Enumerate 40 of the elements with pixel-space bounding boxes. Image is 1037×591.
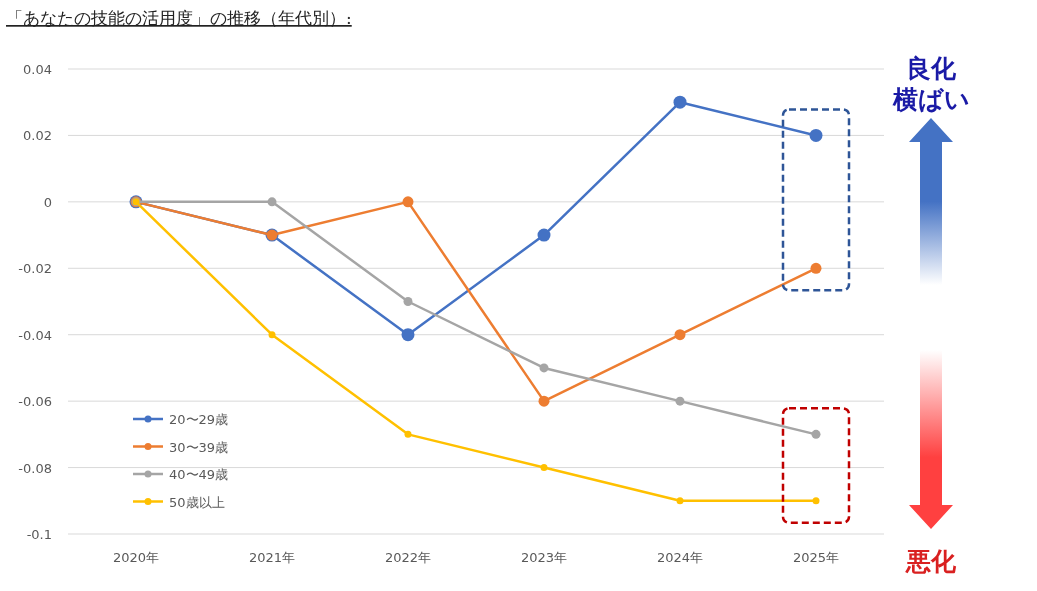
- legend-label: 40〜49歳: [169, 467, 229, 482]
- point: [404, 430, 412, 438]
- y-tick-label: -0.06: [18, 394, 52, 410]
- text: 良化: [906, 54, 957, 83]
- y-tick-label: 0: [43, 194, 52, 210]
- point: [674, 329, 686, 341]
- point: [538, 395, 550, 407]
- y-tick-label: 0.04: [23, 62, 52, 77]
- point: [537, 228, 551, 242]
- point: [402, 196, 414, 208]
- point: [811, 429, 821, 439]
- point: [673, 95, 687, 109]
- legend-label: 30〜39歳: [169, 439, 229, 455]
- point: [403, 297, 413, 306]
- y-tick-label: -0.08: [18, 460, 52, 476]
- x-tick-label: 2025年: [792, 550, 840, 565]
- x-tick-label: 2024年: [656, 550, 704, 565]
- x-tick-label: 2020年: [112, 550, 160, 565]
- legend-label: 50歳以上: [169, 494, 225, 510]
- y-tick-label: -0.02: [18, 261, 52, 277]
- point: [675, 396, 685, 406]
- point: [676, 497, 684, 505]
- x-tick-label: 2022年: [384, 550, 432, 565]
- text: 悪化: [905, 547, 957, 576]
- point: [809, 128, 823, 142]
- text: 横ばい: [891, 85, 970, 114]
- point: [401, 328, 415, 342]
- y-tick-label: -0.1: [26, 527, 52, 542]
- point: [540, 464, 548, 472]
- x-tick-label: 2021年: [248, 550, 296, 565]
- legend-label: 20〜29歳: [169, 412, 229, 427]
- point: [539, 363, 549, 373]
- point: [812, 497, 820, 505]
- point: [810, 262, 822, 274]
- y-tick-label: -0.04: [18, 327, 52, 343]
- point: [268, 331, 276, 339]
- point: [267, 197, 277, 207]
- x-tick-label: 2023年: [520, 550, 568, 565]
- chart-title: 「あなたの技能の活用度」の推移（年代別）:: [6, 8, 352, 28]
- y-tick-label: 0.02: [23, 128, 52, 144]
